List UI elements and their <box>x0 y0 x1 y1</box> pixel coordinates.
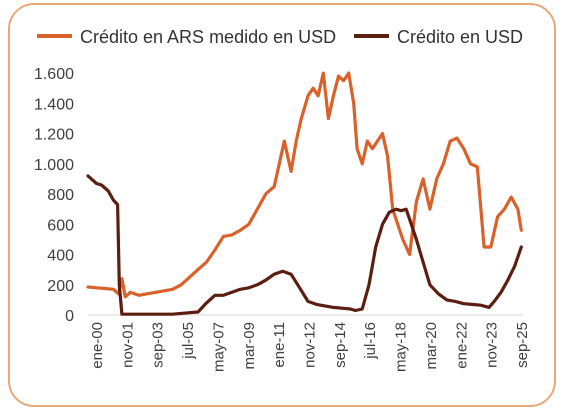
x-tick-label: may-18 <box>393 322 410 372</box>
chart-frame <box>8 3 556 407</box>
y-tick-label: 1.400 <box>34 96 74 113</box>
x-tick-label: sep-25 <box>514 322 531 368</box>
y-tick-label: 0 <box>65 308 74 325</box>
x-tick-label: sep-03 <box>150 322 167 368</box>
y-tick-label: 400 <box>47 248 74 265</box>
x-tick-label: mar-20 <box>423 322 440 370</box>
x-tick-label: jul-16 <box>362 322 379 360</box>
x-tick-label: sep-14 <box>332 322 349 368</box>
x-tick-label: ene-11 <box>271 322 288 368</box>
x-tick-label: nov-01 <box>119 322 136 368</box>
y-tick-label: 200 <box>47 278 74 295</box>
x-axis: ene-00 nov-01 sep-03 jul-05 may-07 mar-09 ene-… <box>89 322 531 372</box>
legend: Crédito en ARS medido en USD Crédito en … <box>37 27 523 47</box>
x-tick-label: ene-00 <box>89 322 106 369</box>
legend-label-ars: Crédito en ARS medido en USD <box>80 27 336 47</box>
legend-label-usd: Crédito en USD <box>397 27 523 47</box>
y-tick-label: 1.200 <box>34 127 74 144</box>
y-tick-label: 1.600 <box>34 66 74 83</box>
series-line-credito-usd <box>86 174 523 316</box>
series-group <box>86 71 523 316</box>
y-tick-label: 600 <box>47 217 74 234</box>
x-tick-label: ene-22 <box>453 322 470 369</box>
x-tick-label: may-07 <box>210 322 227 372</box>
x-tick-label: jul-05 <box>180 322 197 360</box>
y-axis: 0 200 400 600 800 1.000 1.200 1.400 1.600 <box>34 66 74 325</box>
y-tick-label: 800 <box>47 187 74 204</box>
y-tick-label: 1.000 <box>34 157 74 174</box>
x-tick-label: mar-09 <box>241 322 258 370</box>
series-line-credito-ars <box>86 71 523 299</box>
x-tick-label: nov-12 <box>302 322 319 368</box>
x-tick-label: nov-23 <box>484 322 501 368</box>
